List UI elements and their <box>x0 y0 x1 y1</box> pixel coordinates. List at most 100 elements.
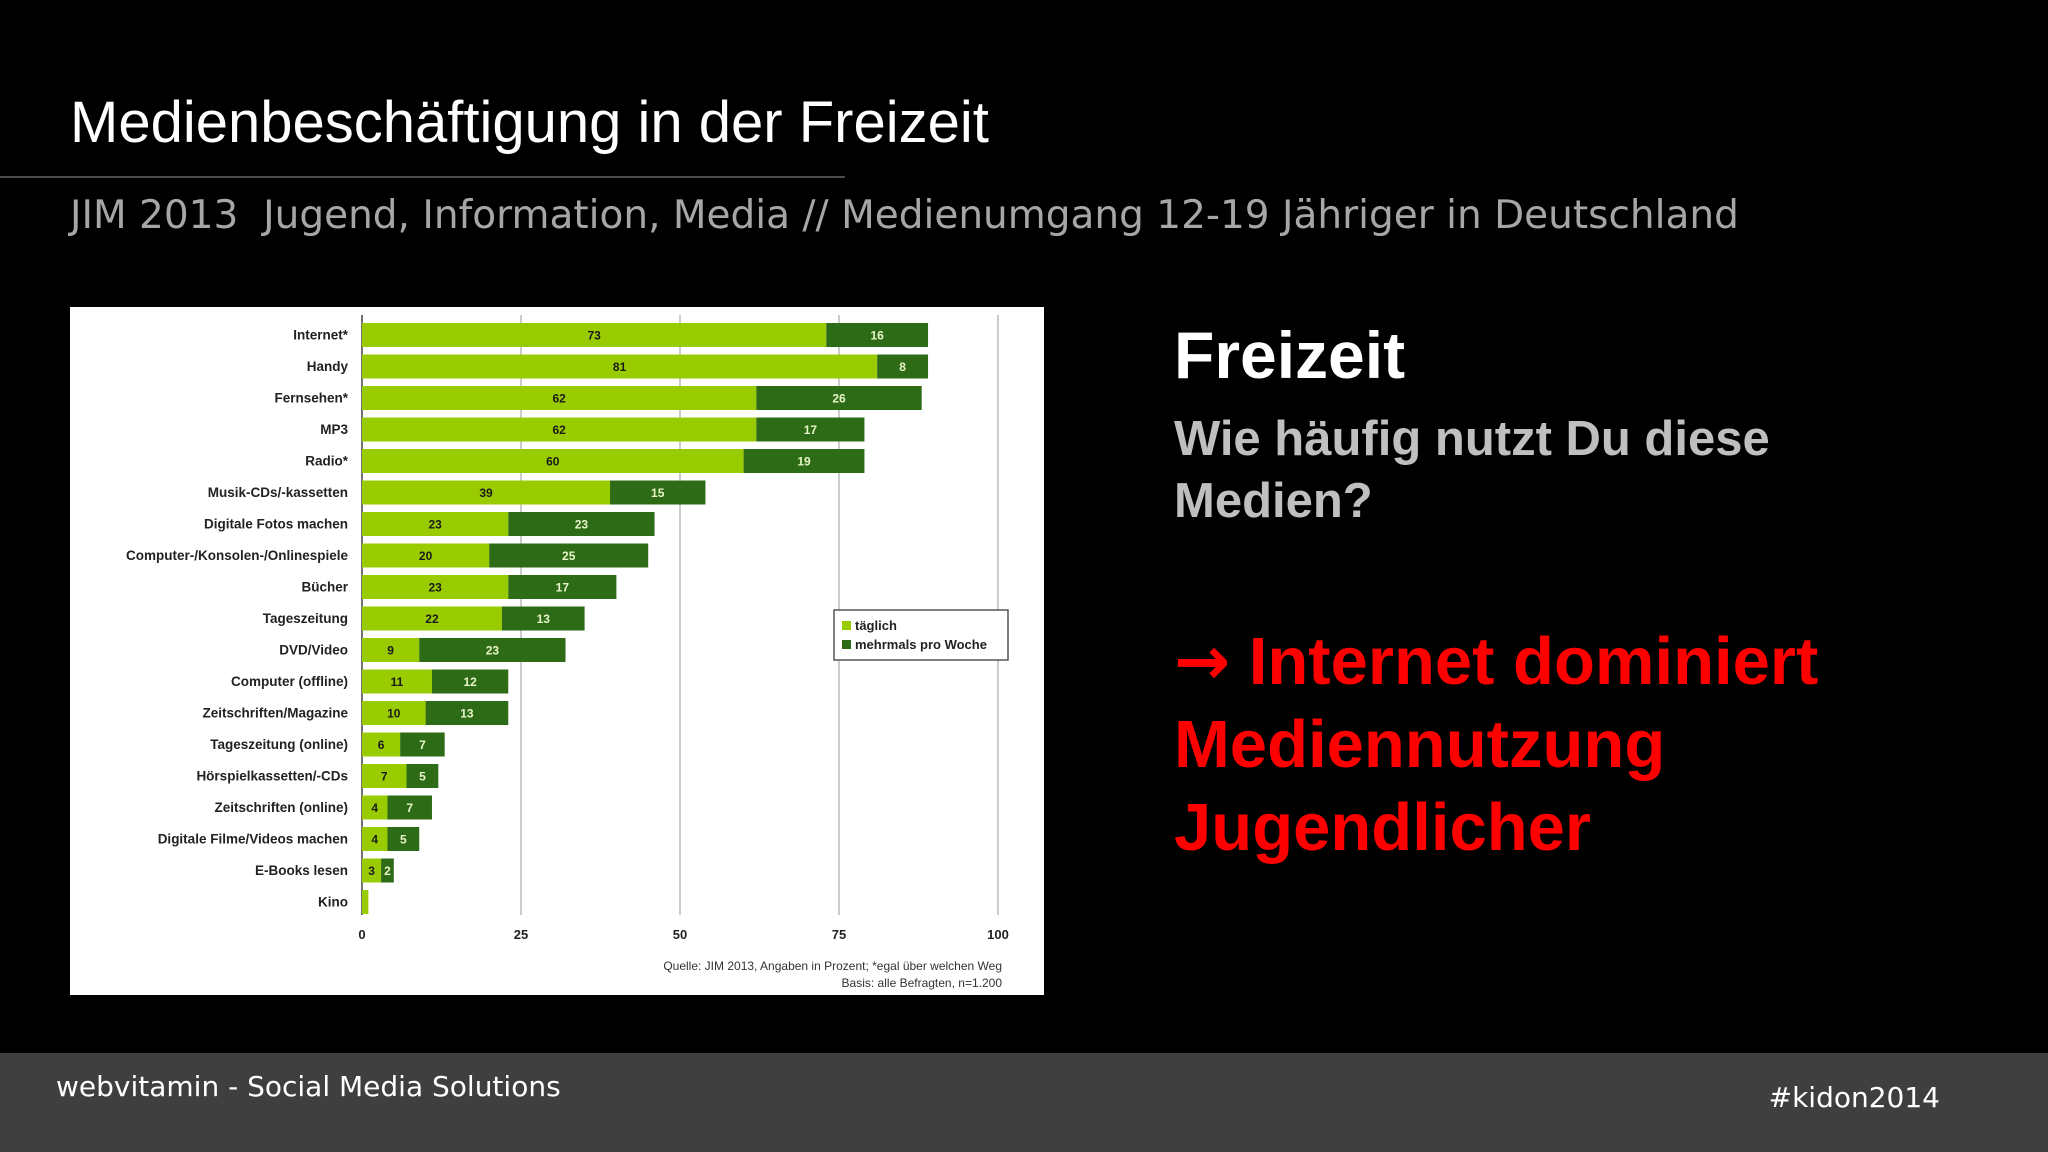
bar-mehrmals <box>610 480 706 505</box>
data-label-mehrmals: 5 <box>419 770 426 784</box>
chart-source-line1: Quelle: JIM 2013, Angaben in Prozent; *e… <box>663 959 1002 973</box>
data-label-mehrmals: 16 <box>870 329 884 343</box>
data-label-taeglich: 81 <box>613 360 627 374</box>
category-label: Tageszeitung <box>263 611 348 626</box>
data-label-taeglich: 4 <box>371 801 378 815</box>
data-label-mehrmals: 23 <box>486 644 500 658</box>
data-label-taeglich: 3 <box>368 864 375 878</box>
x-tick-label: 100 <box>987 927 1009 942</box>
category-label: Musik-CDs/-kassetten <box>208 485 348 500</box>
legend-label-taeglich: täglich <box>855 618 897 633</box>
category-label: Digitale Filme/Videos machen <box>158 832 348 847</box>
category-label: Hörspielkassetten/-CDs <box>196 769 348 784</box>
data-label-taeglich: 11 <box>391 675 404 689</box>
bar-mehrmals <box>756 417 865 442</box>
data-label-mehrmals: 5 <box>400 833 407 847</box>
legend-swatch-taeglich <box>842 621 851 630</box>
data-label-taeglich: 60 <box>546 455 560 469</box>
conclusion-statement: Internet dominiert Mediennutzung Jugendl… <box>1174 624 1819 865</box>
bar-taeglich <box>362 575 509 599</box>
data-label-mehrmals: 7 <box>419 738 426 752</box>
bar-taeglich <box>362 480 611 505</box>
slide-title: Medienbeschäftigung in der Freizeit <box>70 90 989 155</box>
data-label-taeglich: 4 <box>371 833 378 847</box>
title-divider <box>0 176 845 178</box>
footer-bar: webvitamin - Social Media Solutions #kid… <box>0 1053 2048 1152</box>
bar-mehrmals <box>877 354 929 379</box>
data-label-taeglich: 20 <box>419 549 433 563</box>
bar-mehrmals <box>756 386 922 410</box>
bar-mehrmals <box>508 575 617 599</box>
data-label-mehrmals: 17 <box>804 423 818 437</box>
chart-source-line2: Basis: alle Befragten, n=1.200 <box>842 976 1003 990</box>
data-label-mehrmals: 26 <box>832 392 846 406</box>
category-label: Handy <box>307 359 349 374</box>
bar-taeglich <box>362 827 388 851</box>
category-label: Tageszeitung (online) <box>210 737 348 752</box>
category-label: Radio* <box>305 454 349 469</box>
bar-mehrmals <box>419 638 566 662</box>
data-label-mehrmals: 17 <box>556 581 570 595</box>
footer-hashtag: #kidon2014 <box>1768 1081 1940 1114</box>
x-tick-label: 50 <box>673 927 687 942</box>
data-label-mehrmals: 25 <box>562 549 576 563</box>
data-label-mehrmals: 12 <box>463 675 477 689</box>
data-label-taeglich: 73 <box>587 329 601 343</box>
bar-taeglich <box>362 543 490 568</box>
bar-taeglich <box>362 606 502 631</box>
survey-question: Wie häufig nutzt Du diese Medien? <box>1174 412 1770 528</box>
bar-mehrmals <box>431 669 509 694</box>
data-label-mehrmals: 2 <box>384 864 391 878</box>
bar-mehrmals <box>508 512 655 536</box>
bar-taeglich <box>362 354 878 379</box>
slide-subtitle: JIM 2013 Jugend, Information, Media // M… <box>70 193 1739 238</box>
data-label-mehrmals: 19 <box>797 455 811 469</box>
bar-taeglich <box>362 764 407 788</box>
bar-taeglich <box>362 701 426 725</box>
bar-taeglich <box>362 732 401 757</box>
bar-taeglich <box>362 386 757 410</box>
bar-mehrmals <box>489 543 649 568</box>
legend-label-mehrmals: mehrmals pro Woche <box>855 637 987 652</box>
data-label-mehrmals: 23 <box>575 518 589 532</box>
category-label: Bücher <box>301 580 348 595</box>
bar-taeglich <box>362 858 382 883</box>
category-label: DVD/Video <box>279 643 348 658</box>
arrow-right-icon: → <box>1174 622 1231 700</box>
chart-panel: 73 16 81 8 62 26 62 17 60 19 39 15 23 23 20 25 23 17 22 13 9… <box>70 307 1044 995</box>
data-label-mehrmals: 7 <box>406 801 413 815</box>
category-label: MP3 <box>320 422 348 437</box>
chart-legend <box>833 609 1009 661</box>
bar-taeglich <box>362 795 388 820</box>
category-label: Computer (offline) <box>231 674 348 689</box>
bar-taeglich <box>362 890 369 914</box>
freizeit-heading: Freizeit <box>1174 318 1406 392</box>
bar-taeglich <box>362 323 827 347</box>
bar-taeglich <box>362 512 509 536</box>
data-label-taeglich: 23 <box>428 518 442 532</box>
bar-mehrmals <box>425 701 509 725</box>
bar-mehrmals <box>406 764 439 788</box>
bar-mehrmals <box>381 858 394 883</box>
data-label-mehrmals: 13 <box>537 612 551 626</box>
bar-mehrmals <box>387 795 432 820</box>
footer-company: webvitamin - Social Media Solutions <box>56 1070 561 1103</box>
data-label-taeglich: 62 <box>552 392 566 406</box>
bar-taeglich <box>362 417 757 442</box>
bar-taeglich <box>362 449 744 473</box>
legend-swatch-mehrmals <box>842 640 851 649</box>
data-label-mehrmals: 13 <box>460 707 474 721</box>
bar-mehrmals <box>501 606 585 631</box>
data-label-taeglich: 23 <box>428 581 442 595</box>
category-label: Kino <box>318 895 348 910</box>
bar-taeglich <box>362 669 432 694</box>
category-label: Zeitschriften/Magazine <box>202 706 348 721</box>
conclusion-text: → Internet dominiert Mediennutzung Jugen… <box>1174 620 2014 869</box>
category-label: Digitale Fotos machen <box>204 517 348 532</box>
x-tick-label: 0 <box>358 927 365 942</box>
data-label-taeglich: 7 <box>381 770 388 784</box>
category-label: Internet* <box>293 328 349 343</box>
data-label-taeglich: 6 <box>378 738 385 752</box>
data-label-mehrmals: 15 <box>651 486 665 500</box>
